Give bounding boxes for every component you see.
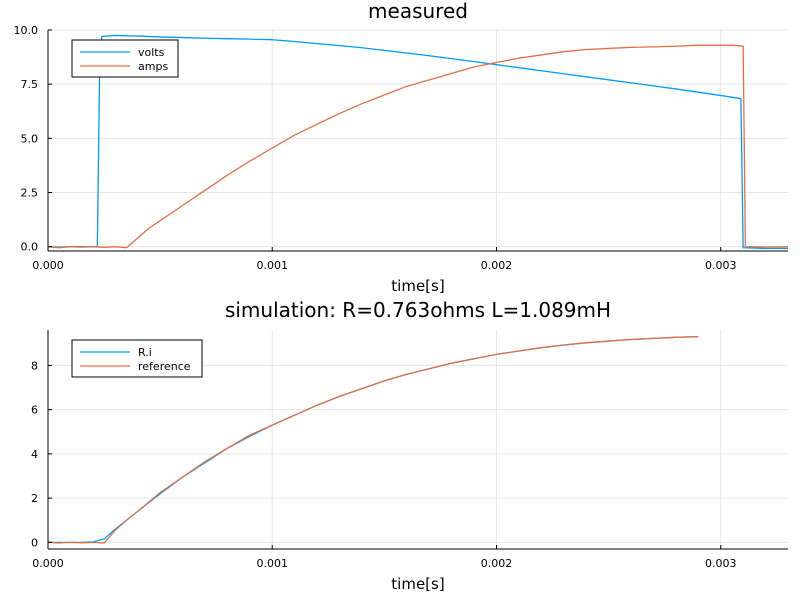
legend-box [71, 339, 203, 378]
x-tick-label: 0.003 [705, 557, 737, 570]
measured-chart: measured 0.000 0.001 0.002 0.003 0.0 2.5 5.0 7.… [14, 0, 789, 295]
simulation-chart: simulation: R=0.763ohms L=1.089mH 0.000 0… [31, 298, 788, 593]
measured-chart-axes [47, 30, 788, 252]
series-line-amps [47, 44, 789, 249]
simulation-chart-axes [47, 330, 788, 550]
y-tick-label: 2 [31, 492, 38, 505]
y-tick-label: 4 [31, 448, 38, 461]
x-tick-label: 0.001 [256, 259, 288, 272]
measured-chart-legend: volts amps [71, 39, 179, 78]
simulation-chart-series [47, 335, 699, 544]
y-tick-label: 6 [31, 404, 38, 417]
simulation-chart-x-axis-label: time[s] [391, 575, 444, 593]
legend-box [71, 39, 179, 78]
legend-label-amps: amps [138, 60, 168, 73]
simulation-chart-title: simulation: R=0.763ohms L=1.089mH [225, 298, 611, 322]
measured-chart-title: measured [368, 0, 468, 23]
y-tick-label: 7.5 [21, 78, 39, 91]
y-tick-label: 0.0 [21, 241, 39, 254]
simulation-chart-ticks: 0.000 0.001 0.002 0.003 0 2 4 6 8 [31, 359, 736, 570]
measured-chart-ticks: 0.000 0.001 0.002 0.003 0.0 2.5 5.0 7.5 10.0 [14, 24, 737, 272]
series-line-volts [47, 34, 788, 250]
legend-label-volts: volts [138, 46, 165, 59]
y-tick-label: 0 [31, 536, 38, 549]
y-tick-label: 5.0 [21, 132, 39, 145]
x-tick-label: 0.002 [481, 557, 513, 570]
x-tick-label: 0.000 [32, 259, 64, 272]
x-tick-label: 0.001 [256, 557, 288, 570]
measured-chart-x-axis-label: time[s] [391, 277, 444, 295]
y-tick-label: 8 [31, 359, 38, 372]
simulation-chart-legend: R.i reference [71, 339, 203, 378]
legend-label-ri: R.i [138, 346, 152, 359]
x-tick-label: 0.003 [705, 259, 737, 272]
legend-label-reference: reference [138, 360, 191, 373]
y-tick-label: 10.0 [14, 24, 39, 37]
y-tick-label: 2.5 [21, 187, 39, 200]
series-line-reference [47, 335, 699, 544]
measured-chart-series [47, 34, 789, 250]
x-tick-label: 0.000 [32, 557, 64, 570]
x-tick-label: 0.002 [481, 259, 513, 272]
